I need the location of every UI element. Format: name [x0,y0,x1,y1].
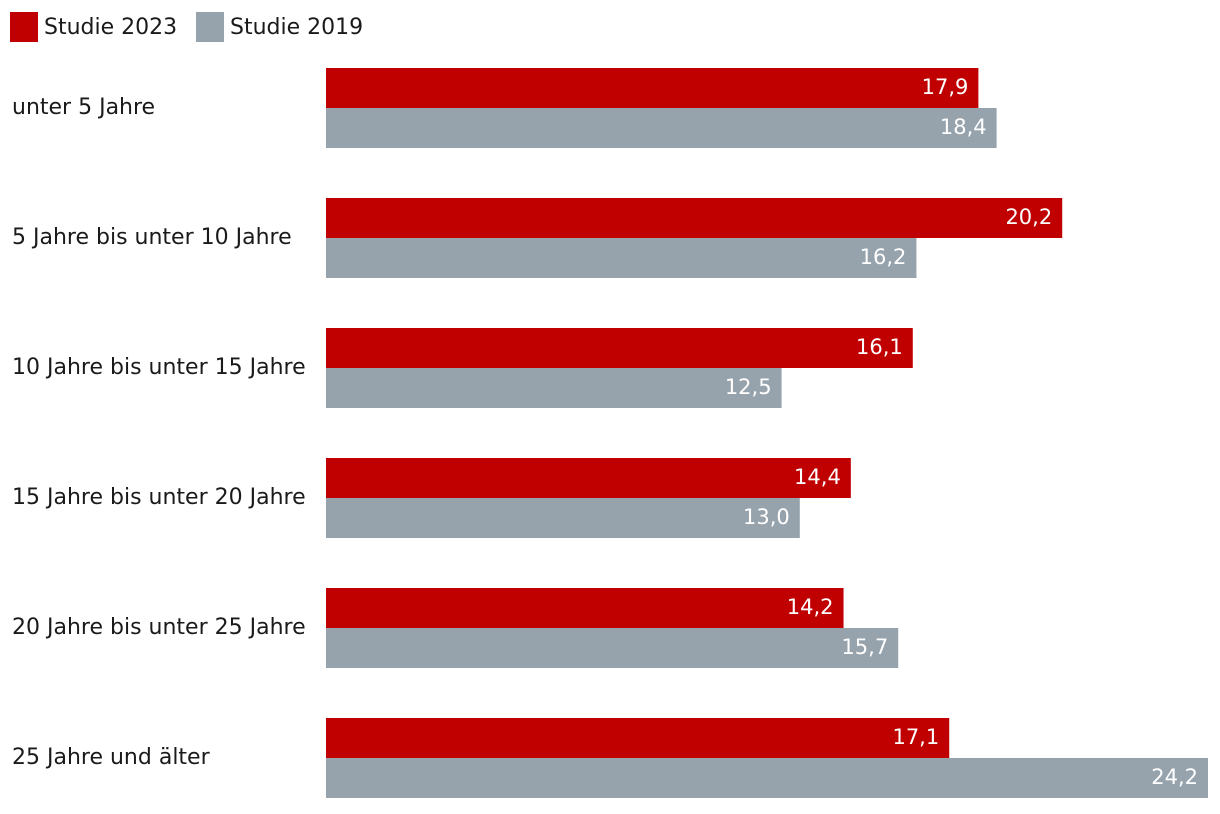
value-label-2023-6: 17,1 [892,725,939,749]
value-label-2023-5: 14,2 [787,595,834,619]
value-label-2019-3: 12,5 [725,375,772,399]
legend-label-1: Studie 2023 [44,15,177,40]
bar-2019-6 [326,758,1208,798]
legend-label-2: Studie 2019 [230,15,363,40]
category-label-2: 5 Jahre bis unter 10 Jahre [12,225,292,250]
value-label-2019-6: 24,2 [1151,765,1198,789]
bar-2019-2 [326,238,917,278]
value-label-2019-2: 16,2 [860,245,907,269]
category-label-6: 25 Jahre und älter [12,745,211,770]
bar-2023-3 [326,328,913,368]
bar-2019-4 [326,498,800,538]
bar-2023-1 [326,68,979,108]
bar-2019-3 [326,368,782,408]
legend-swatch-2 [196,12,224,42]
value-label-2023-3: 16,1 [856,335,903,359]
bar-2019-5 [326,628,899,668]
category-label-4: 15 Jahre bis unter 20 Jahre [12,485,306,510]
legend: Studie 2023 Studie 2019 [10,12,363,42]
category-label-1: unter 5 Jahre [12,95,155,120]
value-label-2023-2: 20,2 [1005,205,1052,229]
value-label-2019-1: 18,4 [940,115,987,139]
bar-2023-6 [326,718,950,758]
value-label-2023-1: 17,9 [922,75,969,99]
category-label-3: 10 Jahre bis unter 15 Jahre [12,355,306,380]
bar-2019-1 [326,108,997,148]
legend-swatch-1 [10,12,38,42]
value-label-2019-5: 15,7 [841,635,888,659]
value-label-2023-4: 14,4 [794,465,841,489]
bar-2023-5 [326,588,844,628]
category-label-5: 20 Jahre bis unter 25 Jahre [12,615,306,640]
value-labels: 17,9 18,4 20,2 16,2 16,1 12,5 14,413,0 14,2 15,7… [725,75,1198,789]
bar-2023-2 [326,198,1063,238]
category-labels: unter 5 Jahre 5 Jahre bis unter 10 Jahre 1… [12,95,306,770]
bars [326,68,1208,798]
bar-2023-4 [326,458,851,498]
value-label-2019-4: 13,0 [743,505,790,529]
